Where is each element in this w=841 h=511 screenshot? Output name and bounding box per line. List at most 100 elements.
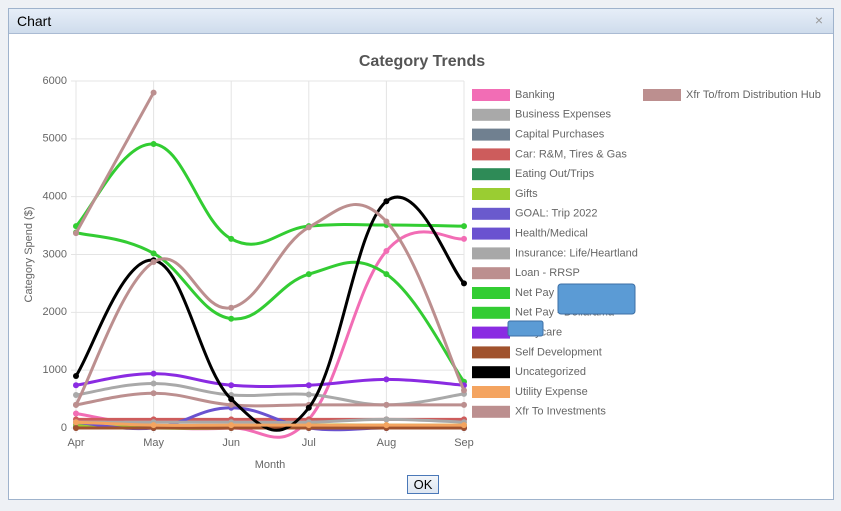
data-point: [73, 372, 79, 379]
legend-swatch: [472, 386, 510, 398]
redaction: [557, 283, 636, 315]
data-point: [228, 401, 235, 408]
data-point: [305, 271, 312, 278]
x-tick-label: Jul: [302, 437, 316, 449]
legend-swatch: [472, 108, 510, 121]
x-tick-label: Apr: [67, 437, 84, 449]
data-point: [461, 401, 467, 408]
series-line: [74, 91, 155, 234]
y-tick-label: 2000: [43, 306, 67, 318]
data-point: [305, 382, 312, 389]
series-line: [75, 417, 465, 424]
data-point: [461, 422, 467, 429]
data-point: [383, 218, 390, 225]
data-point: [150, 422, 157, 429]
legend-label: Business Expenses: [515, 109, 611, 121]
legend-label: GOAL: Trip 2022: [515, 208, 598, 220]
data-point: [461, 223, 467, 230]
data-point: [383, 198, 390, 205]
legend-label: Gifts: [515, 188, 538, 200]
data-point: [150, 370, 157, 377]
legend-label: Xfr To/from Distribution Hub: [686, 89, 821, 101]
legend-label: Insurance: Life/Heartland: [515, 247, 638, 259]
data-point: [383, 422, 390, 429]
data-point: [461, 280, 467, 287]
x-tick-label: May: [143, 437, 164, 449]
data-point: [383, 401, 390, 408]
series-line: [74, 142, 465, 246]
data-point: [73, 401, 79, 408]
x-tick-label: Aug: [377, 437, 397, 449]
legend-label: Loan - RRSP: [515, 267, 580, 279]
chart-dialog: Chart × Category Trends 0 1000 2000 3000 4000…: [8, 8, 834, 500]
ok-button[interactable]: OK: [407, 475, 439, 494]
legend-label: Car: R&M, Tires & Gas: [515, 148, 627, 160]
x-axis-label: Month: [255, 459, 286, 471]
data-point: [383, 376, 390, 383]
data-point: [73, 230, 79, 237]
data-point: [228, 382, 235, 389]
data-point: [150, 380, 157, 387]
title-bar: Chart ×: [9, 9, 833, 34]
data-point: [461, 235, 467, 242]
legend-swatch: [472, 366, 510, 379]
y-tick-label: 4000: [43, 191, 67, 203]
close-button[interactable]: ×: [814, 12, 823, 28]
series-line: [74, 195, 466, 432]
x-tick-label: Sep: [454, 437, 474, 449]
legend-swatch: [472, 148, 510, 161]
legend-swatch: [472, 267, 510, 280]
dialog-title: Chart: [17, 13, 52, 29]
legend-swatch: [472, 227, 510, 240]
legend-swatch: [472, 247, 510, 260]
data-point: [228, 422, 235, 429]
y-tick-label: 1000: [43, 364, 67, 376]
data-point: [228, 396, 235, 403]
legend-swatch: [472, 207, 510, 220]
series-line: [74, 203, 466, 406]
y-tick-label: 3000: [43, 248, 67, 260]
y-tick-label: 5000: [43, 133, 67, 145]
y-tick-label: 0: [61, 422, 67, 434]
data-point: [73, 410, 79, 417]
legend-swatch: [472, 89, 510, 101]
legend-label: Uncategorized: [515, 366, 586, 378]
series-line: [75, 372, 465, 389]
data-point: [150, 259, 157, 266]
legend-label: Net Pay -: [515, 287, 561, 299]
series-line: [75, 391, 464, 408]
data-point: [73, 425, 79, 431]
legend-swatch: [472, 128, 510, 141]
data-point: [228, 304, 235, 311]
legend-swatch: [472, 168, 510, 181]
data-point: [150, 390, 157, 397]
legend-label: Xfr To Investments: [515, 406, 606, 418]
legend-label: Health/Medical: [515, 228, 588, 240]
legend-swatch: [472, 405, 510, 418]
data-point: [305, 404, 312, 411]
y-tick-label: 6000: [43, 75, 67, 87]
data-point: [150, 141, 157, 148]
legend-label: Capital Purchases: [515, 129, 605, 141]
legend-swatch: [472, 306, 510, 319]
data-point: [305, 391, 312, 398]
data-point: [383, 416, 390, 423]
legend-swatch: [472, 287, 510, 299]
legend-swatch: [472, 188, 510, 200]
y-axis-label: Category Spend ($): [23, 207, 35, 303]
data-point: [305, 422, 312, 429]
legend-label: Eating Out/Trips: [515, 168, 595, 180]
data-point: [73, 392, 79, 399]
legend-swatch: [472, 326, 510, 339]
redaction: [507, 320, 544, 337]
data-point: [305, 224, 312, 231]
legend-swatch: [643, 89, 681, 101]
series-line: [75, 420, 464, 427]
chart: Category Trends 0 1000 2000 3000 4000 5000 6000…: [23, 53, 821, 471]
data-point: [150, 250, 157, 257]
data-point: [228, 315, 235, 322]
data-point: [73, 419, 79, 426]
legend-label: Utility Expense: [515, 386, 588, 398]
x-tick-label: Jun: [222, 437, 240, 449]
